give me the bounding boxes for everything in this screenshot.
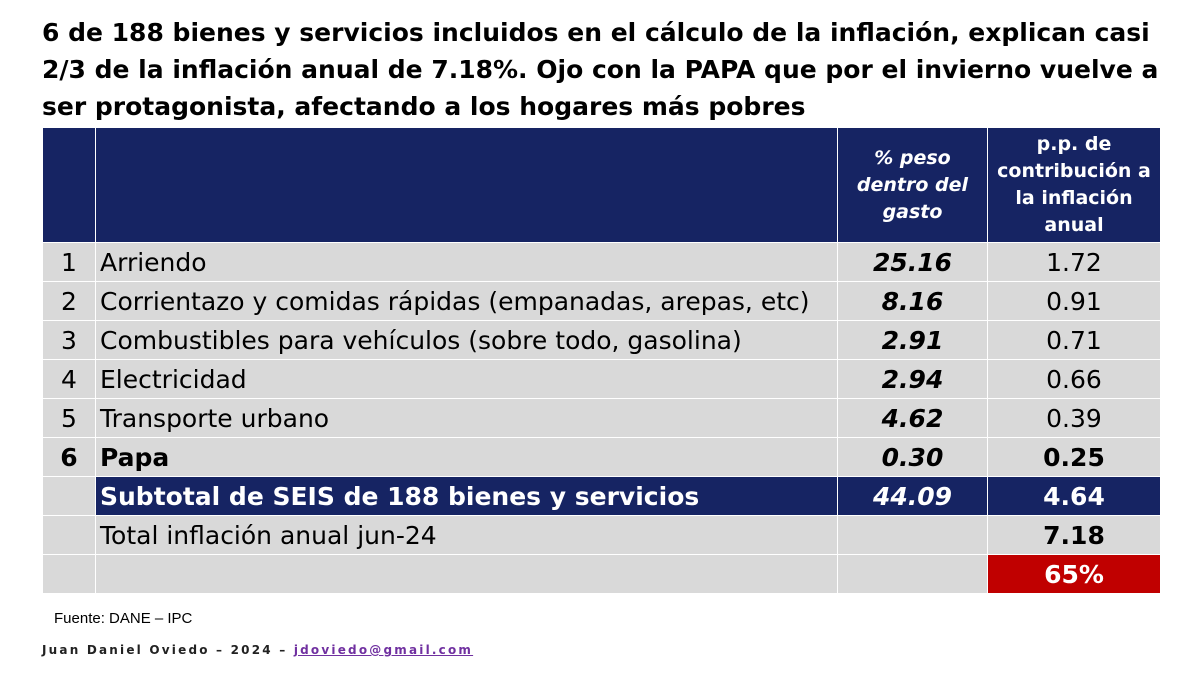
row-number: 4 bbox=[42, 359, 96, 399]
subtotal-contribution: 4.64 bbox=[987, 476, 1161, 516]
share-percentage: 65% bbox=[987, 554, 1161, 594]
row-weight: 8.16 bbox=[837, 281, 988, 321]
total-label: Total inflación anual jun-24 bbox=[95, 515, 838, 555]
row-weight: 2.94 bbox=[837, 359, 988, 399]
row-weight: 4.62 bbox=[837, 398, 988, 438]
table-row: 2 Corrientazo y comidas rápidas (empanad… bbox=[42, 281, 1161, 321]
total-row: Total inflación anual jun-24 7.18 bbox=[42, 515, 1161, 555]
subtotal-row: Subtotal de SEIS de 188 bienes y servici… bbox=[42, 476, 1161, 516]
share-row: 65% bbox=[42, 554, 1161, 594]
source-note: Fuente: DANE – IPC bbox=[54, 610, 193, 627]
footer-credit: Juan Daniel Oviedo – 2024 – jdoviedo@gma… bbox=[42, 643, 473, 657]
footer-email-link[interactable]: jdoviedo@gmail.com bbox=[293, 643, 474, 657]
row-item: Transporte urbano bbox=[95, 398, 838, 438]
row-number: 1 bbox=[42, 242, 96, 282]
row-number: 2 bbox=[42, 281, 96, 321]
row-item: Combustibles para vehículos (sobre todo,… bbox=[95, 320, 838, 360]
row-number: 6 bbox=[42, 437, 96, 477]
row-number: 3 bbox=[42, 320, 96, 360]
subtotal-number-cell bbox=[42, 476, 96, 516]
table-row: 5 Transporte urbano 4.62 0.39 bbox=[42, 398, 1161, 438]
share-number-cell bbox=[42, 554, 96, 594]
row-contribution: 0.25 bbox=[987, 437, 1161, 477]
row-number: 5 bbox=[42, 398, 96, 438]
header-num bbox=[42, 127, 96, 243]
row-weight: 2.91 bbox=[837, 320, 988, 360]
header-weight: % peso dentro del gasto bbox=[837, 127, 988, 243]
subtotal-label: Subtotal de SEIS de 188 bienes y servici… bbox=[95, 476, 838, 516]
row-contribution: 0.66 bbox=[987, 359, 1161, 399]
table-row: 4 Electricidad 2.94 0.66 bbox=[42, 359, 1161, 399]
table-row-papa: 6 Papa 0.30 0.25 bbox=[42, 437, 1161, 477]
header-contribution: p.p. de contribución a la inflación anua… bbox=[987, 127, 1161, 243]
row-item: Electricidad bbox=[95, 359, 838, 399]
header-item bbox=[95, 127, 838, 243]
table-header-row: % peso dentro del gasto p.p. de contribu… bbox=[42, 127, 1161, 243]
row-contribution: 1.72 bbox=[987, 242, 1161, 282]
subtotal-weight: 44.09 bbox=[837, 476, 988, 516]
table-row: 1 Arriendo 25.16 1.72 bbox=[42, 242, 1161, 282]
total-contribution: 7.18 bbox=[987, 515, 1161, 555]
footer-author: Juan Daniel Oviedo – 2024 – bbox=[42, 643, 288, 657]
row-contribution: 0.39 bbox=[987, 398, 1161, 438]
row-item: Corrientazo y comidas rápidas (empanadas… bbox=[95, 281, 838, 321]
row-item: Arriendo bbox=[95, 242, 838, 282]
total-weight-cell bbox=[837, 515, 988, 555]
share-weight-cell bbox=[837, 554, 988, 594]
share-label-cell bbox=[95, 554, 838, 594]
row-contribution: 0.71 bbox=[987, 320, 1161, 360]
inflation-table: % peso dentro del gasto p.p. de contribu… bbox=[42, 127, 1161, 594]
row-weight: 0.30 bbox=[837, 437, 988, 477]
total-number-cell bbox=[42, 515, 96, 555]
page-title: 6 de 188 bienes y servicios incluidos en… bbox=[42, 18, 1159, 121]
row-contribution: 0.91 bbox=[987, 281, 1161, 321]
row-item: Papa bbox=[95, 437, 838, 477]
row-weight: 25.16 bbox=[837, 242, 988, 282]
table-row: 3 Combustibles para vehículos (sobre tod… bbox=[42, 320, 1161, 360]
